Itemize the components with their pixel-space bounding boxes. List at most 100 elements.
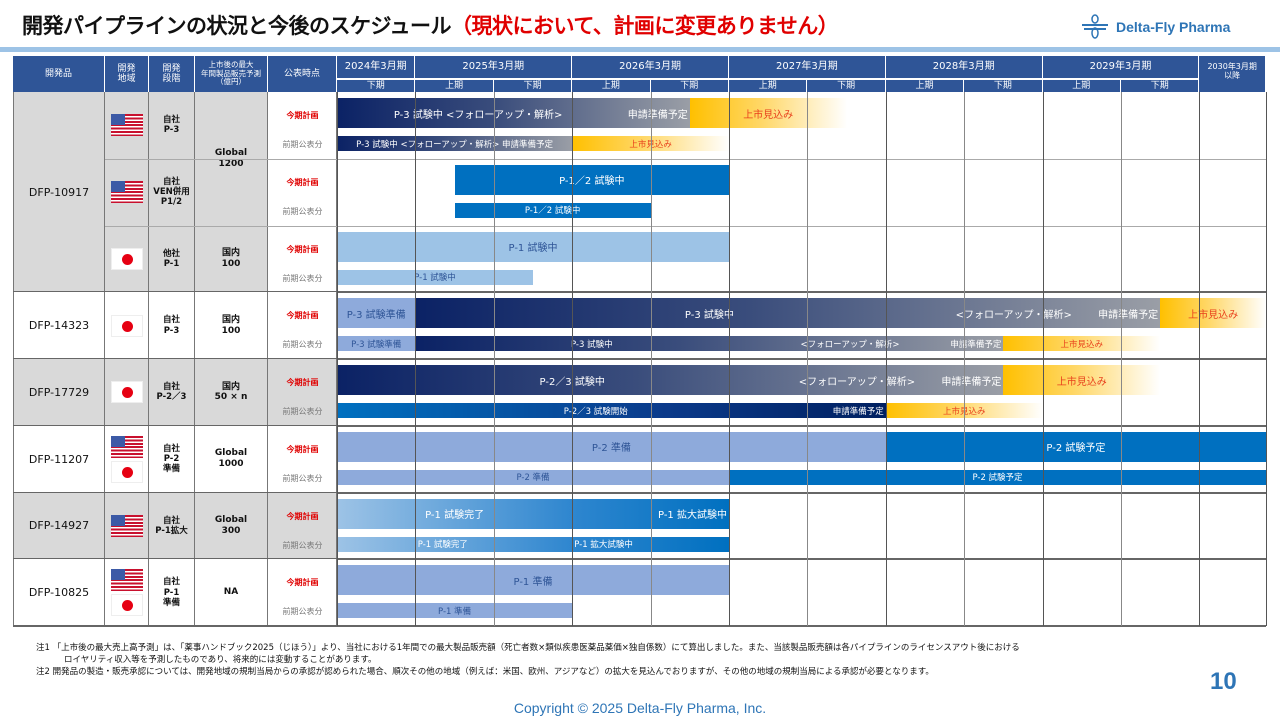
table-right-border xyxy=(1266,92,1267,626)
plan-label: 今期計画 xyxy=(286,311,319,321)
prev-label: 前期公表分 xyxy=(282,473,323,483)
japan-flag-icon xyxy=(110,314,143,337)
product-name: DFP-11207 xyxy=(13,425,105,493)
half-header: 上期 xyxy=(1042,79,1121,92)
bar-label: P-3 試験中 <フォローアップ・解析> 申請準備予定 xyxy=(356,139,554,150)
period-gridline xyxy=(964,92,966,626)
col-header-forecast: 上市後の最大 年間製品販売予測 （億円） xyxy=(195,56,268,92)
half-header: 下期 xyxy=(1121,79,1200,92)
timing-cell xyxy=(268,225,337,293)
row-divider xyxy=(13,491,1266,494)
product-name: DFP-14927 xyxy=(13,492,105,560)
row-divider xyxy=(13,291,1266,294)
stage-cell: 他社 P-1 xyxy=(149,225,195,293)
half-header: 下期 xyxy=(337,79,416,92)
plan-label: 今期計画 xyxy=(286,378,319,387)
bar-label: <フォローアップ・解析> xyxy=(798,376,916,388)
forecast-cell: Global 300 xyxy=(195,492,268,560)
region-cell xyxy=(105,559,149,626)
region-cell xyxy=(105,359,149,426)
bar-label: 上市見込み xyxy=(1060,339,1104,350)
row-divider xyxy=(13,625,1266,627)
half-header: 下期 xyxy=(650,79,729,92)
half-header: 下期 xyxy=(807,79,886,92)
bar-label: 申請準備予定 xyxy=(832,406,884,417)
japan-flag-icon xyxy=(110,381,143,404)
year-header: 2024年3月期 xyxy=(337,56,416,78)
logo-icon xyxy=(1082,14,1108,39)
title-main: 開発パイプラインの状況と今後のスケジュール xyxy=(22,14,452,38)
row-divider xyxy=(13,424,1266,427)
plan-bar-sky: P-1 試験中 xyxy=(337,231,729,262)
footnotes: 注1 「上市後の最大売上高予測」は、「薬事ハンドブック2025（じほう）」より、… xyxy=(36,642,1020,678)
us-flag-icon xyxy=(110,514,143,537)
period-gridline xyxy=(337,92,338,626)
bar-label: P-1／2 試験中 xyxy=(559,176,625,188)
bar-label: 上市見込み xyxy=(1188,309,1239,321)
bar-label: P-2 準備 xyxy=(516,473,550,484)
bar-label: P-1 準備 xyxy=(438,606,472,617)
prev-bar-dark: P-3 試験中 <フォローアップ・解析> 申請準備予定 xyxy=(415,336,1004,352)
year-header: 2025年3月期 xyxy=(415,56,573,78)
prev-label: 前期公表分 xyxy=(282,273,323,283)
prev-bar-light: P-2 準備 xyxy=(337,469,729,485)
product-name: DFP-17729 xyxy=(13,359,105,426)
period-gridline xyxy=(1121,92,1122,626)
bar-label: P-3 試験中 xyxy=(570,339,613,350)
region-cell xyxy=(105,292,149,359)
bar-label: 上市見込み xyxy=(1056,376,1107,388)
bar-label: P-1 準備 xyxy=(513,576,553,588)
timing-cell xyxy=(268,425,337,493)
japan-flag-icon xyxy=(110,247,143,270)
prev-bar-light: P-1 準備 xyxy=(337,603,573,619)
plan-bar-light: P-1 準備 xyxy=(337,565,729,596)
bar-label: P-1 試験中 xyxy=(414,273,456,283)
product-name: DFP-10917 xyxy=(13,92,105,293)
prev-label: 前期公表分 xyxy=(282,540,323,550)
timing-cell xyxy=(268,492,337,560)
title-divider xyxy=(0,47,1280,52)
half-header: 上期 xyxy=(885,79,965,92)
period-gridline xyxy=(885,92,887,626)
bar-label: P-3 試験準備 xyxy=(351,339,402,350)
prev-label: 前期公表分 xyxy=(282,206,323,216)
bar-label: P-1 試験完了 xyxy=(425,510,485,521)
col-header-product: 開発品 xyxy=(13,56,105,92)
bar-label: P-2／3 試験開始 xyxy=(563,406,628,417)
stage-cell: 自社 P-2 準備 xyxy=(149,425,195,493)
row-divider xyxy=(13,358,1266,360)
us-flag-icon xyxy=(110,114,143,137)
col-header-stage: 開発 段階 xyxy=(149,56,195,92)
half-header: 下期 xyxy=(493,79,573,92)
prev-bar-fade: P-1 試験完了 P-1 拡大試験中 xyxy=(337,536,729,552)
region-cell xyxy=(105,92,149,159)
stage-cell: 自社 P-1拡大 xyxy=(149,492,195,560)
prev-bar-dark: P-3 試験中 <フォローアップ・解析> 申請準備予定 xyxy=(337,136,573,151)
bar-label: <フォローアップ・解析> xyxy=(800,339,900,350)
plan-label: 今期計画 xyxy=(286,244,319,254)
plan-bar-dark: P-3 試験中 <フォローアップ・解析> 申請準備予定 xyxy=(337,98,690,128)
bar-label: 上市見込み xyxy=(572,136,729,151)
forecast-cell: 国内 100 xyxy=(195,292,268,359)
bar-label: P-1 拡大試験中 xyxy=(574,540,633,550)
plan-bar-light: P-3 試験準備 xyxy=(337,298,416,329)
period-gridline xyxy=(572,92,574,626)
year-header: 2028年3月期 xyxy=(885,56,1043,78)
page-title: 開発パイプラインの状況と今後のスケジュール（現状において、計画に変更ありません） xyxy=(22,10,839,40)
company-logo: Delta-Fly Pharma xyxy=(1080,14,1230,40)
note-2: 注2 開発品の製造・販売承認については、開発地域の規制当局からの承認が認められた… xyxy=(36,667,934,677)
plan-bar-yellow: 上市見込み xyxy=(689,98,847,128)
plan-label: 今期計画 xyxy=(286,177,319,187)
plan-bar-yellow: 上市見込み xyxy=(1160,298,1266,329)
stage-cell: 自社 P-2／3 xyxy=(149,359,195,426)
product-name: DFP-10825 xyxy=(13,559,105,626)
period-gridline xyxy=(807,92,809,626)
period-gridline xyxy=(1199,92,1201,626)
bar-label xyxy=(658,537,729,552)
stage-cell: 自社 P-3 xyxy=(149,292,195,359)
bar-label: 申請準備予定 xyxy=(1098,309,1159,321)
bar-label: P-1 試験完了 xyxy=(417,540,468,550)
forecast-cell: Global 1000 xyxy=(195,425,268,493)
timing-cell xyxy=(268,559,337,626)
half-header: 上期 xyxy=(729,79,808,92)
